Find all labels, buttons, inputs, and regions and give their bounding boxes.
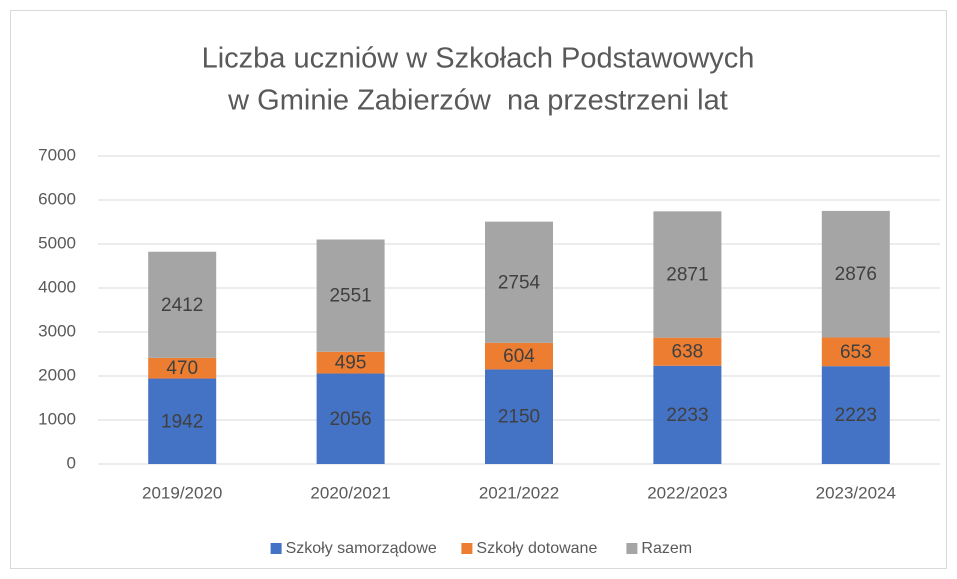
- bar-segment: [653, 337, 722, 366]
- data-label: 2150: [498, 407, 540, 428]
- bar-segment: [148, 251, 217, 358]
- bar-segment: [485, 369, 553, 464]
- chart-title: w Gminie Zabierzów na przestrzeni lat: [227, 85, 728, 117]
- bar-segment: [485, 221, 553, 343]
- legend-swatch: [270, 543, 282, 554]
- legend-label: Szkoły dotowane: [476, 540, 597, 557]
- y-tick-label: 2000: [38, 365, 76, 384]
- data-label: 653: [840, 342, 872, 363]
- data-label: 2056: [329, 409, 371, 430]
- bar-segment: [148, 357, 217, 379]
- data-label: 1942: [161, 411, 203, 432]
- y-tick-label: 7000: [38, 145, 76, 164]
- bar-segment: [821, 366, 890, 464]
- bar-segment: [653, 211, 722, 338]
- bar-segment: [485, 342, 553, 370]
- data-label: 470: [166, 358, 198, 379]
- bar-segment: [316, 351, 385, 374]
- data-label: 2233: [666, 405, 708, 426]
- x-tick-label: 2023/2024: [816, 483, 896, 502]
- legend-swatch: [461, 543, 473, 554]
- x-tick-label: 2019/2020: [142, 483, 222, 502]
- x-tick-label: 2021/2022: [479, 483, 559, 502]
- data-label: 604: [503, 346, 535, 367]
- data-label: 2876: [835, 264, 877, 285]
- chart-title: Liczba uczniów w Szkołach Podstawowych: [202, 43, 755, 75]
- y-tick-label: 5000: [38, 233, 76, 252]
- data-label: 495: [335, 353, 367, 374]
- data-label: 2754: [498, 272, 541, 293]
- legend-swatch: [626, 543, 638, 554]
- data-label: 2871: [666, 265, 708, 286]
- legend-label: Razem: [641, 540, 692, 557]
- bar-segment: [316, 239, 385, 352]
- y-tick-label: 3000: [38, 321, 76, 340]
- x-tick-label: 2022/2023: [647, 483, 727, 502]
- data-label: 2551: [329, 286, 371, 307]
- y-tick-label: 0: [67, 453, 76, 472]
- bar-segment: [653, 365, 722, 464]
- y-tick-label: 6000: [38, 189, 76, 208]
- data-label: 2223: [835, 405, 877, 426]
- y-tick-label: 1000: [38, 409, 76, 428]
- y-tick-label: 4000: [38, 277, 76, 296]
- x-tick-label: 2020/2021: [310, 483, 390, 502]
- legend-label: Szkoły samorządowe: [286, 540, 437, 557]
- bar-segment: [316, 373, 385, 464]
- data-label: 638: [672, 342, 704, 363]
- bar-segment: [148, 378, 217, 464]
- bar-segment: [821, 210, 890, 338]
- data-label: 2412: [161, 295, 203, 316]
- bar-segment: [821, 337, 890, 367]
